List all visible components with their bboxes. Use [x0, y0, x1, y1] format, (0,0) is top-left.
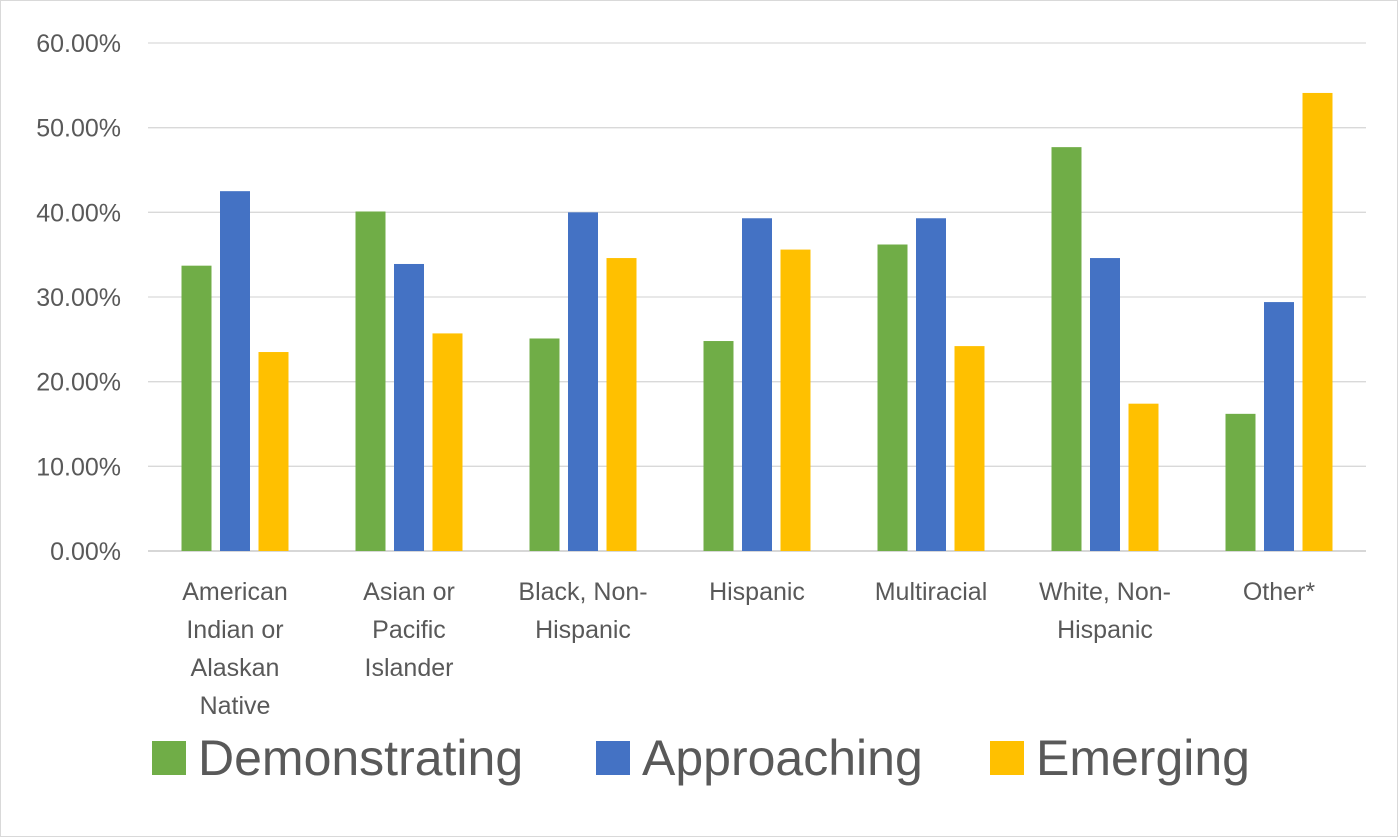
- y-tick-label: 40.00%: [36, 199, 121, 227]
- legend-item-approaching: Approaching: [596, 728, 923, 788]
- legend-swatch: [990, 741, 1024, 775]
- bar-demonstrating-2: [529, 338, 560, 551]
- y-tick-label: 30.00%: [36, 284, 121, 312]
- y-tick-label: 50.00%: [36, 115, 121, 143]
- x-axis: American Indian or Alaskan Native Asian or Pa…: [182, 578, 1315, 720]
- bar-demonstrating-6: [1225, 413, 1256, 551]
- bar-demonstrating-3: [703, 341, 734, 551]
- bar-emerging-1: [432, 333, 463, 551]
- bar-approaching-5: [1090, 258, 1120, 551]
- y-tick-label: 0.00%: [50, 538, 121, 566]
- legend-label: Approaching: [642, 730, 923, 786]
- bar-demonstrating-4: [877, 244, 908, 552]
- bar-emerging-5: [1128, 403, 1159, 551]
- bar-emerging-2: [606, 258, 637, 551]
- legend-label: Emerging: [1036, 730, 1250, 786]
- legend-item-demonstrating: Demonstrating: [152, 728, 523, 788]
- bar-approaching-0: [220, 191, 250, 551]
- bar-emerging-4: [954, 346, 985, 551]
- bar-demonstrating-1: [355, 211, 386, 551]
- bar-emerging-3: [780, 249, 811, 551]
- x-tick-label: Other*: [1243, 578, 1316, 606]
- y-axis: 0.00% 10.00% 20.00% 30.00% 40.00% 50.00% 60.00…: [36, 30, 121, 566]
- x-tick-label: Asian or Pacific Islander: [363, 578, 455, 682]
- x-tick-label: Multiracial: [875, 578, 988, 606]
- bar-emerging-0: [258, 352, 289, 551]
- gridlines: [148, 42, 1366, 552]
- x-tick-label: White, Non-Hispanic: [1039, 578, 1171, 644]
- bar-approaching-1: [394, 263, 424, 551]
- legend: Demonstrating Approaching Emerging: [0, 728, 1398, 788]
- legend-label: Demonstrating: [198, 730, 524, 786]
- bar-approaching-2: [568, 212, 598, 552]
- y-tick-label: 60.00%: [36, 30, 121, 58]
- legend-item-emerging: Emerging: [990, 728, 1250, 788]
- x-tick-label: American Indian or Alaskan Native: [182, 578, 288, 720]
- x-tick-label: Hispanic: [709, 578, 805, 606]
- legend-swatch: [596, 741, 630, 775]
- bar-demonstrating-0: [181, 265, 212, 551]
- bar-approaching-3: [742, 218, 772, 551]
- x-tick-label: Black, Non-Hispanic: [518, 578, 647, 644]
- y-tick-label: 20.00%: [36, 369, 121, 397]
- bars: [181, 92, 1333, 552]
- bar-approaching-6: [1264, 302, 1294, 551]
- y-tick-label: 10.00%: [36, 453, 121, 481]
- legend-swatch: [152, 741, 186, 775]
- bar-emerging-6: [1302, 92, 1333, 551]
- bar-demonstrating-5: [1051, 147, 1082, 551]
- bar-approaching-4: [916, 218, 946, 551]
